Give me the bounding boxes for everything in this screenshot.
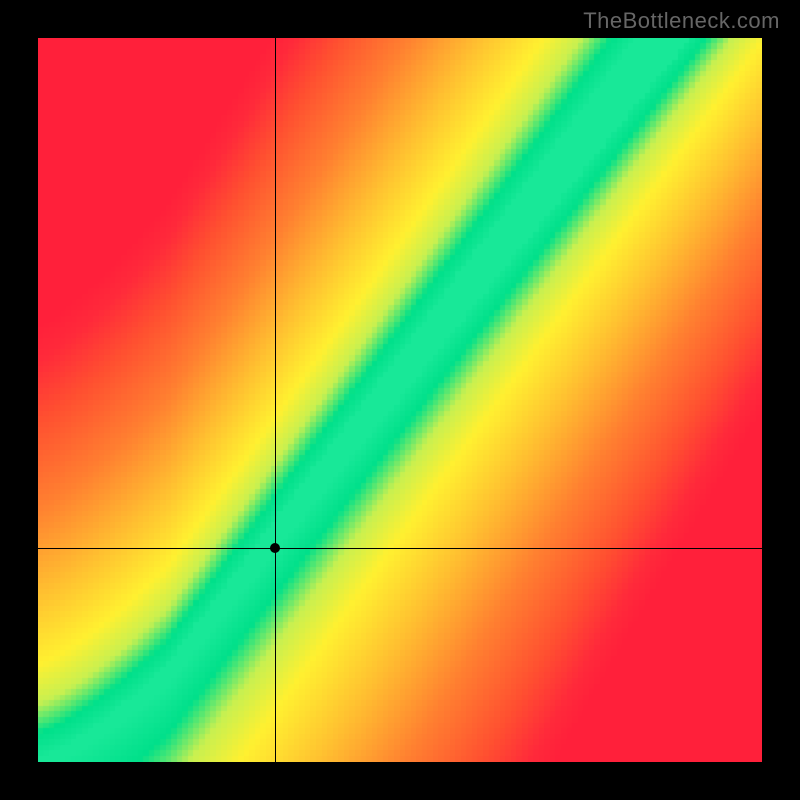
crosshair-horizontal — [38, 548, 762, 549]
chart-container: TheBottleneck.com — [0, 0, 800, 800]
crosshair-vertical — [275, 38, 276, 762]
plot-area — [38, 38, 762, 762]
heatmap-canvas — [38, 38, 762, 762]
data-point-marker — [270, 543, 280, 553]
watermark-text: TheBottleneck.com — [583, 8, 780, 34]
